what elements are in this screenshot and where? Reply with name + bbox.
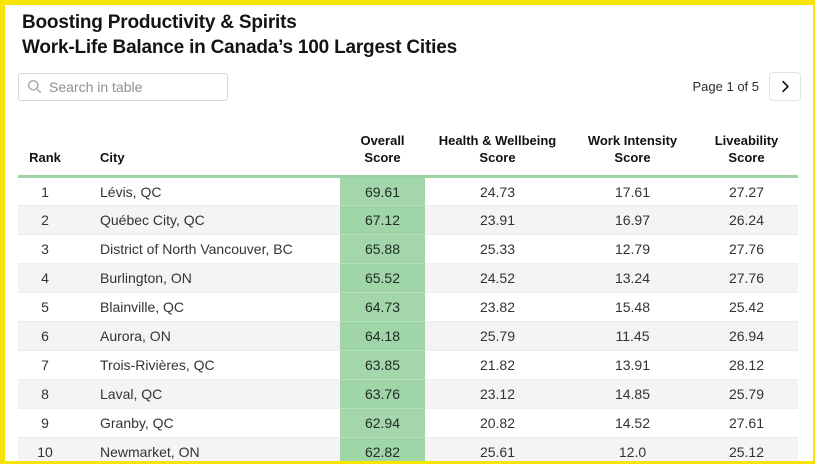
title-line-2: Work-Life Balance in Canada’s 100 Larges… xyxy=(22,37,457,58)
overall-score-cell: 67.12 xyxy=(340,205,425,235)
health-score-cell: 25.61 xyxy=(425,437,570,461)
city-cell: Newmarket, ON xyxy=(72,437,340,461)
city-cell: District of North Vancouver, BC xyxy=(72,234,340,264)
rank-cell: 1 xyxy=(41,183,49,200)
health-score-cell: 24.52 xyxy=(425,263,570,293)
table-row: 3 District of North Vancouver, BC 65.88 … xyxy=(18,234,798,264)
work-intensity-cell: 11.45 xyxy=(570,321,695,351)
next-page-button[interactable] xyxy=(769,72,801,101)
table-row: 8 Laval, QC 63.76 23.12 14.85 25.79 xyxy=(18,379,798,409)
table-row: 7 Trois-Rivières, QC 63.85 21.82 13.91 2… xyxy=(18,350,798,380)
rank-cell: 6 xyxy=(18,321,72,351)
header-row: Rank City Overall Score Health & Wellbei… xyxy=(18,119,798,178)
overall-score-cell: 65.88 xyxy=(340,234,425,264)
city-cell: Lévis, QC xyxy=(100,183,162,200)
title-line-1: Boosting Productivity & Spirits xyxy=(22,12,297,33)
search-box[interactable] xyxy=(18,72,228,101)
col-header-city: City xyxy=(72,119,340,178)
health-score-cell: 25.79 xyxy=(425,321,570,351)
page-indicator: Page 1 of 5 xyxy=(692,79,760,94)
col-header-health-wellbeing-score: Health & Wellbeing Score xyxy=(425,119,570,178)
liveability-cell: 26.94 xyxy=(695,321,798,351)
search-icon xyxy=(27,79,42,94)
work-intensity-cell: 14.52 xyxy=(570,408,695,438)
col-header-overall-score: Overall Score xyxy=(340,119,425,178)
overall-score-cell: 64.73 xyxy=(340,292,425,322)
table-row: 1 Lévis, QC 69.61 24.73 17.61 27.27 xyxy=(18,176,798,206)
city-cell: Aurora, ON xyxy=(72,321,340,351)
work-intensity-cell: 13.91 xyxy=(570,350,695,380)
rank-cell: 10 xyxy=(18,437,72,461)
pagination: Page 1 of 5 xyxy=(692,72,801,101)
overall-score-cell: 65.52 xyxy=(340,263,425,293)
city-cell: Burlington, ON xyxy=(72,263,340,293)
city-cell: Blainville, QC xyxy=(72,292,340,322)
city-cell: Laval, QC xyxy=(72,379,340,409)
liveability-cell: 25.12 xyxy=(695,437,798,461)
liveability-cell: 27.27 xyxy=(728,183,765,200)
work-intensity-cell: 12.79 xyxy=(570,234,695,264)
liveability-cell: 25.79 xyxy=(695,379,798,409)
rank-cell: 9 xyxy=(18,408,72,438)
liveability-cell: 25.42 xyxy=(695,292,798,322)
table-row: 6 Aurora, ON 64.18 25.79 11.45 26.94 xyxy=(18,321,798,351)
col-header-rank: Rank xyxy=(18,119,72,178)
overall-score-cell: 63.85 xyxy=(340,350,425,380)
data-table: Rank City Overall Score Health & Wellbei… xyxy=(18,119,798,461)
work-intensity-cell: 13.24 xyxy=(570,263,695,293)
work-intensity-cell: 15.48 xyxy=(570,292,695,322)
work-intensity-cell: 12.0 xyxy=(570,437,695,461)
work-intensity-cell: 16.97 xyxy=(570,205,695,235)
chevron-right-icon xyxy=(781,80,789,93)
search-input[interactable] xyxy=(49,78,209,95)
liveability-cell: 27.61 xyxy=(695,408,798,438)
health-score-cell: 23.82 xyxy=(425,292,570,322)
health-score-cell: 23.91 xyxy=(425,205,570,235)
rank-cell: 8 xyxy=(18,379,72,409)
liveability-cell: 26.24 xyxy=(695,205,798,235)
col-header-work-intensity-score: Work Intensity Score xyxy=(570,119,695,178)
table-row: 9 Granby, QC 62.94 20.82 14.52 27.61 xyxy=(18,408,798,438)
overall-score-cell: 62.82 xyxy=(340,437,425,461)
rank-cell: 7 xyxy=(18,350,72,380)
liveability-cell: 27.76 xyxy=(695,263,798,293)
col-header-liveability-score: Liveability Score xyxy=(695,119,798,178)
table-row: 4 Burlington, ON 65.52 24.52 13.24 27.76 xyxy=(18,263,798,293)
overall-score-cell: 62.94 xyxy=(340,408,425,438)
health-score-cell: 20.82 xyxy=(425,408,570,438)
page-title: Boosting Productivity & Spirits Work-Lif… xyxy=(22,10,813,60)
health-score-cell: 21.82 xyxy=(425,350,570,380)
table-row: 5 Blainville, QC 64.73 23.82 15.48 25.42 xyxy=(18,292,798,322)
city-cell: Québec City, QC xyxy=(72,205,340,235)
liveability-cell: 28.12 xyxy=(695,350,798,380)
table-row: 2 Québec City, QC 67.12 23.91 16.97 26.2… xyxy=(18,205,798,235)
rank-cell: 2 xyxy=(18,205,72,235)
city-cell: Granby, QC xyxy=(72,408,340,438)
health-score-cell: 23.12 xyxy=(425,379,570,409)
rank-cell: 3 xyxy=(18,234,72,264)
rank-cell: 4 xyxy=(18,263,72,293)
overall-score-cell: 63.76 xyxy=(340,379,425,409)
health-score-cell: 25.33 xyxy=(425,234,570,264)
health-score-cell: 24.73 xyxy=(479,183,516,200)
overall-score-cell: 69.61 xyxy=(340,176,425,206)
city-cell: Trois-Rivières, QC xyxy=(72,350,340,380)
toolbar: Page 1 of 5 xyxy=(18,72,801,101)
liveability-cell: 27.76 xyxy=(695,234,798,264)
rank-cell: 5 xyxy=(18,292,72,322)
table-row: 10 Newmarket, ON 62.82 25.61 12.0 25.12 xyxy=(18,437,798,461)
work-intensity-cell: 17.61 xyxy=(614,183,651,200)
overall-score-cell: 64.18 xyxy=(340,321,425,351)
work-intensity-cell: 14.85 xyxy=(570,379,695,409)
